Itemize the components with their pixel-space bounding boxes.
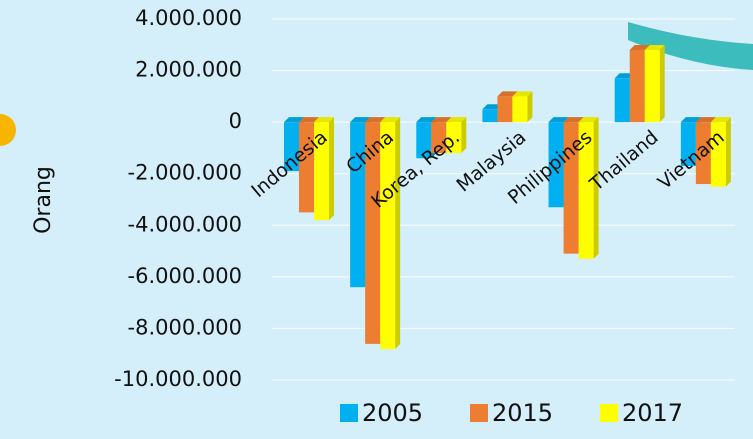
bar — [350, 122, 366, 288]
bar-top — [710, 117, 731, 123]
bar — [680, 122, 696, 166]
bar-side — [593, 117, 599, 259]
bar-top — [548, 117, 569, 123]
bar — [314, 122, 329, 221]
bar — [512, 96, 528, 123]
bar-top — [563, 117, 584, 123]
y-tick-label: -4.000.000 — [128, 212, 242, 236]
bar-top — [365, 117, 386, 123]
bar — [416, 122, 432, 159]
legend-label: 2005 — [362, 399, 423, 427]
y-axis-title: Orang — [31, 166, 56, 234]
legend-swatch — [600, 404, 618, 422]
bar-top — [284, 117, 304, 123]
bar-top — [314, 117, 334, 123]
legend-label: 2015 — [492, 399, 553, 427]
bar — [380, 122, 396, 350]
bar-top — [446, 117, 467, 123]
bar — [629, 49, 645, 123]
y-tick-label: -6.000.000 — [128, 264, 242, 288]
bar-top — [512, 91, 533, 97]
bar-side — [725, 117, 731, 187]
bar-side — [395, 117, 401, 350]
bar — [710, 122, 726, 187]
bar-side — [527, 91, 533, 123]
bar — [431, 122, 447, 154]
y-tick-label: 4.000.000 — [135, 6, 242, 30]
bar-top — [578, 117, 599, 123]
bar-top — [299, 117, 319, 123]
y-tick-label: 2.000.000 — [135, 58, 242, 82]
bar — [365, 122, 381, 344]
bar — [497, 96, 513, 123]
bar-top — [431, 117, 452, 123]
bar-top — [695, 117, 716, 123]
y-tick-label: -10.000.000 — [114, 367, 242, 391]
bar — [482, 109, 498, 123]
bar-top — [629, 44, 650, 50]
legend-swatch — [340, 404, 358, 422]
bar — [299, 122, 314, 213]
bar — [644, 49, 660, 123]
bar-top — [350, 117, 371, 123]
bar — [578, 122, 594, 259]
bar — [614, 78, 630, 123]
y-tick-label: 0 — [229, 109, 242, 133]
bar-top — [380, 117, 401, 123]
bar-side — [461, 117, 467, 154]
bar-top — [644, 44, 665, 50]
decor-dot — [0, 114, 16, 146]
legend-swatch — [470, 404, 488, 422]
bar-top — [680, 117, 701, 123]
bar — [563, 122, 579, 254]
bar-top — [416, 117, 437, 123]
bar-side — [329, 117, 334, 221]
bar — [695, 122, 711, 185]
bar-top — [497, 91, 518, 97]
bar — [446, 122, 462, 154]
y-tick-label: -2.000.000 — [128, 161, 242, 185]
legend-label: 2017 — [622, 399, 683, 427]
decor-arc — [628, 22, 753, 70]
y-tick-label: -8.000.000 — [128, 315, 242, 339]
bar — [548, 122, 564, 208]
bar-side — [659, 44, 665, 123]
bar — [284, 122, 299, 172]
